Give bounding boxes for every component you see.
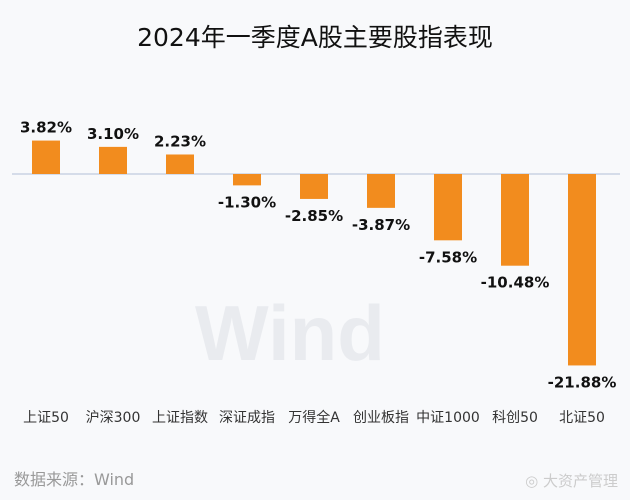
bar: [32, 140, 60, 174]
bar: [568, 174, 596, 366]
bar: [501, 174, 529, 266]
data-label: -1.30%: [218, 193, 276, 211]
bar: [300, 174, 328, 199]
bar: [434, 174, 462, 241]
category-label: 上证50: [23, 410, 69, 426]
category-label: 沪深300: [86, 410, 141, 426]
watermark-text: 大资产管理: [542, 472, 618, 490]
category-label: 深证成指: [219, 410, 275, 426]
corner-watermark: ◎ 大资产管理: [525, 470, 618, 491]
data-label: 2.23%: [154, 132, 206, 150]
data-label: 3.82%: [20, 119, 72, 137]
source-note: 数据来源：Wind: [14, 470, 135, 489]
bar: [166, 154, 194, 174]
data-label: -7.58%: [419, 248, 477, 266]
data-label: 3.10%: [87, 125, 139, 143]
bar: [367, 174, 395, 208]
category-label: 北证50: [559, 410, 605, 426]
data-label: -21.88%: [548, 373, 617, 391]
bar: [99, 146, 127, 174]
data-label: -3.87%: [352, 216, 410, 234]
category-label: 万得全A: [288, 409, 340, 426]
category-label: 中证1000: [416, 410, 480, 426]
weibo-icon: ◎: [525, 472, 543, 490]
category-label: 科创50: [492, 410, 538, 426]
category-label: 创业板指: [353, 410, 409, 426]
category-label: 上证指数: [152, 410, 208, 426]
data-label: -10.48%: [481, 274, 550, 292]
background-watermark: Wind: [195, 289, 385, 377]
data-label: -2.85%: [285, 207, 343, 225]
bar: [233, 174, 261, 186]
chart-title: 2024年一季度A股主要股指表现: [137, 23, 493, 52]
